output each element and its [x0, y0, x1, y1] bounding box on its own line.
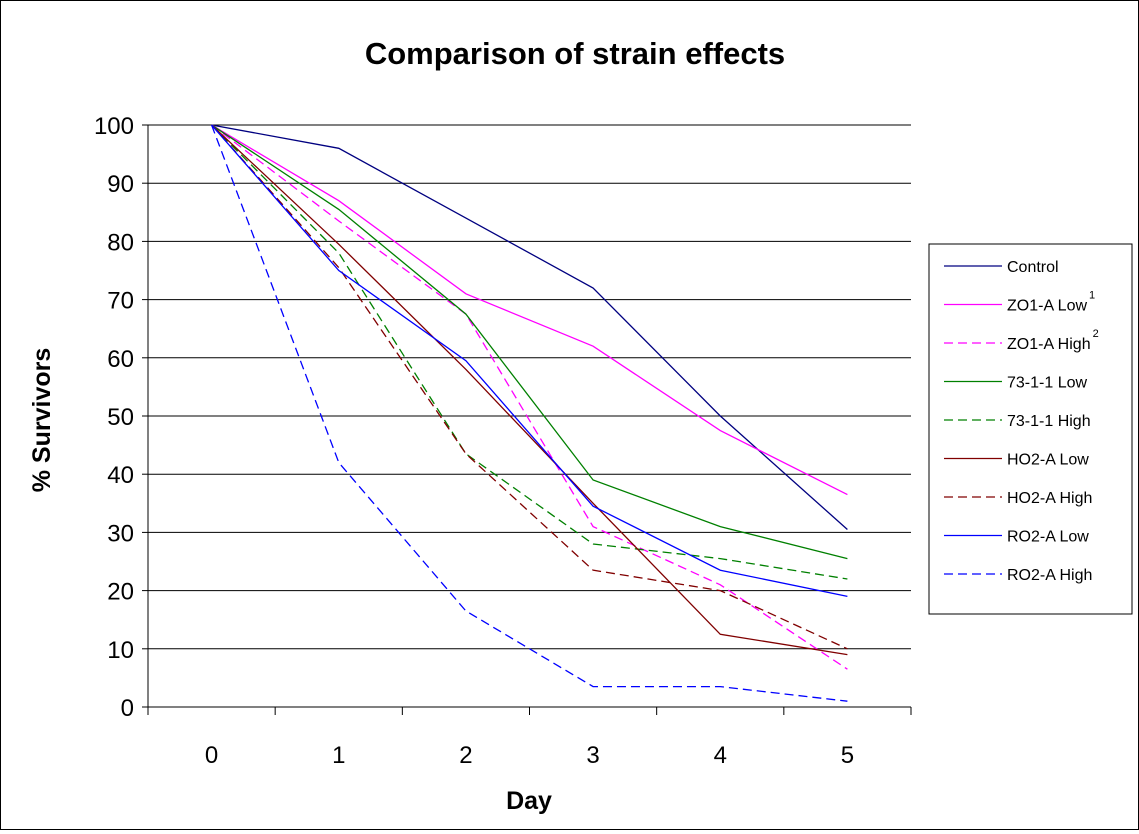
legend-label: ZO1-A Low — [1007, 298, 1087, 315]
series-line-ho2-a-high — [211, 124, 848, 650]
x-tick-label: 1 — [332, 742, 345, 769]
series-line-control — [211, 124, 848, 530]
x-tick-label: 5 — [841, 742, 854, 769]
legend-label: Control — [1007, 259, 1059, 276]
series-lines — [210, 124, 848, 702]
series-line-ro2-a-low — [211, 124, 848, 598]
y-tick-label: 90 — [107, 171, 134, 198]
x-tick-label: 3 — [586, 742, 599, 769]
y-axis-label: % Survivors — [28, 348, 56, 493]
x-tick-label: 0 — [205, 742, 218, 769]
legend-superscript: 2 — [1093, 328, 1099, 340]
series-line-73-1-1-low — [211, 124, 848, 560]
series-line-zo1-a-high — [211, 124, 848, 670]
legend-superscript: 1 — [1089, 290, 1095, 302]
legend-label: RO2-A High — [1007, 567, 1092, 584]
axes — [142, 124, 912, 715]
y-tick-label: 0 — [121, 695, 134, 722]
y-tick-label: 10 — [107, 637, 134, 664]
series-line-ro2-a-high — [210, 124, 848, 702]
x-axis-label: Day — [506, 787, 552, 815]
y-tick-label: 60 — [107, 346, 134, 373]
legend-label: ZO1-A High — [1007, 336, 1091, 353]
legend-label: HO2-A Low — [1007, 452, 1089, 469]
legend-label: RO2-A Low — [1007, 529, 1089, 546]
y-tick-label: 50 — [107, 404, 134, 431]
series-line-zo1-a-low — [211, 124, 848, 496]
x-tick-label: 4 — [714, 742, 727, 769]
series-line-ho2-a-low — [211, 124, 848, 656]
chart-title: Comparison of strain effects — [365, 36, 785, 71]
y-tick-label: 40 — [107, 462, 134, 489]
y-tick-label: 80 — [107, 229, 134, 256]
y-tick-label: 70 — [107, 288, 134, 315]
legend-box — [928, 243, 1133, 615]
y-tick-label: 30 — [107, 520, 134, 547]
tick-labels: 0 10 20 30 40 50 60 70 80 90 100 0 1 2 3 4 5 — [94, 113, 854, 769]
gridlines — [148, 124, 911, 650]
x-tick-label: 2 — [459, 742, 472, 769]
legend-label: 73-1-1 Low — [1007, 375, 1087, 392]
y-tick-label: 20 — [107, 579, 134, 606]
y-tick-label: 100 — [94, 113, 134, 140]
series-line-73-1-1-high — [211, 124, 848, 580]
legend-label: HO2-A High — [1007, 490, 1092, 507]
legend-label: 73-1-1 High — [1007, 413, 1091, 430]
